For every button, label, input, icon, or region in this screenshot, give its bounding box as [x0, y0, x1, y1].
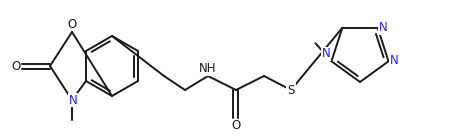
- Text: O: O: [12, 59, 21, 73]
- Text: N: N: [322, 47, 330, 60]
- Text: O: O: [231, 119, 241, 132]
- Text: NH: NH: [199, 61, 217, 75]
- Text: N: N: [69, 94, 77, 106]
- Text: N: N: [379, 21, 388, 34]
- Text: O: O: [67, 18, 77, 31]
- Text: S: S: [287, 84, 295, 96]
- Text: N: N: [389, 54, 399, 67]
